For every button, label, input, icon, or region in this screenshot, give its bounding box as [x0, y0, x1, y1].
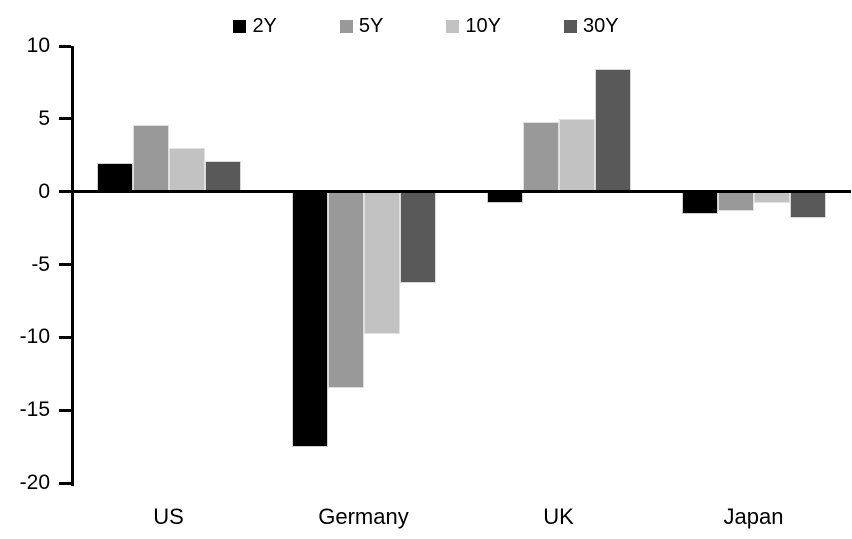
y-tick-mark — [59, 190, 71, 194]
y-tick-mark — [59, 408, 71, 412]
legend-swatch-icon — [233, 19, 247, 33]
y-tick-mark — [59, 481, 71, 485]
bar-germany-30y — [399, 191, 436, 284]
bar-germany-5y — [327, 191, 364, 389]
x-category-label-japan: Japan — [723, 504, 784, 529]
legend-item-5y: 5Y — [339, 14, 384, 38]
legend-swatch-icon — [563, 19, 577, 33]
y-tick-label: 5 — [38, 106, 50, 130]
bar-japan-2y — [681, 191, 718, 214]
bar-us-2y — [96, 162, 133, 192]
y-axis-line — [71, 46, 74, 486]
bar-germany-2y — [291, 191, 328, 447]
legend-item-10y: 10Y — [446, 14, 501, 38]
y-tick-mark — [59, 117, 71, 121]
legend-swatch-icon — [339, 19, 353, 33]
legend-label: 30Y — [582, 15, 619, 37]
bar-us-10y — [168, 147, 205, 192]
x-category-label-germany: Germany — [318, 504, 409, 529]
y-tick-mark — [59, 335, 71, 339]
y-tick-label: -15 — [19, 398, 50, 422]
y-tick-label: 10 — [26, 34, 50, 57]
bar-japan-10y — [753, 191, 790, 204]
y-tick-label: -10 — [19, 325, 50, 349]
y-tick-label: -20 — [19, 471, 50, 494]
bar-uk-2y — [486, 191, 523, 204]
bar-uk-10y — [558, 118, 595, 192]
y-tick-mark — [59, 44, 71, 48]
bar-us-30y — [204, 161, 241, 192]
bar-germany-10y — [363, 191, 400, 335]
legend-item-30y: 30Y — [563, 14, 619, 38]
bar-us-5y — [132, 124, 169, 192]
bar-uk-30y — [594, 69, 631, 192]
legend-label: 5Y — [358, 15, 384, 37]
y-tick-mark — [59, 263, 71, 266]
bar-japan-30y — [789, 191, 826, 218]
bar-uk-5y — [522, 121, 559, 192]
y-tick-label: 0 — [38, 179, 50, 203]
x-category-label-uk: UK — [543, 504, 574, 529]
x-category-label-us: US — [153, 504, 184, 529]
y-tick-label: -5 — [31, 252, 50, 276]
legend-item-2y: 2Y — [233, 14, 277, 38]
legend-swatch-icon — [446, 19, 460, 33]
legend-label: 2Y — [252, 15, 277, 37]
bar-japan-5y — [717, 191, 754, 211]
chart-legend: 2Y 5Y 10Y 30Y — [0, 14, 852, 38]
zero-baseline — [71, 190, 851, 194]
legend-label: 10Y — [465, 15, 501, 37]
